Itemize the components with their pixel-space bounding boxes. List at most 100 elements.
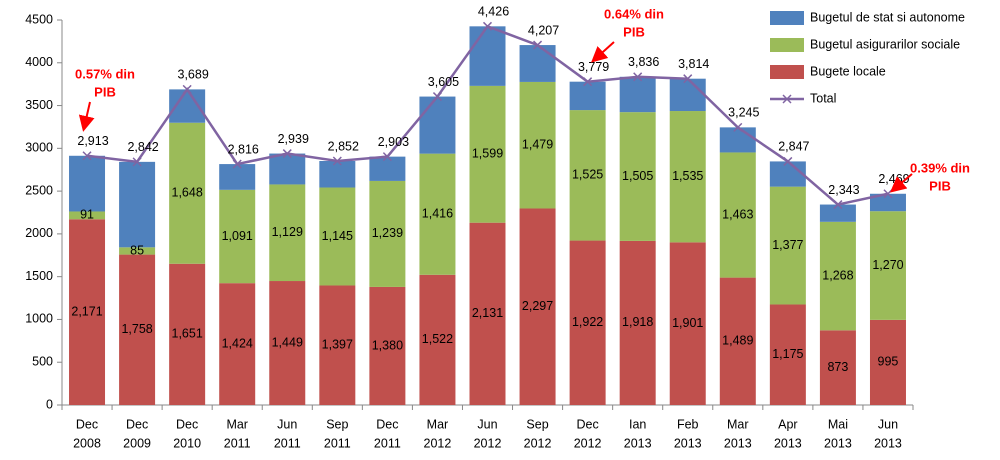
bar-segment <box>269 281 306 405</box>
bar-segment <box>169 263 206 405</box>
x-tick-label: Sep <box>526 417 548 431</box>
bar-segment <box>719 152 756 278</box>
line-marker <box>182 84 192 94</box>
data-label: 1,380 <box>372 338 403 352</box>
x-tick-label: Dec <box>176 417 198 431</box>
data-label: 873 <box>827 360 848 374</box>
bar-segment <box>369 180 406 287</box>
data-label: 2,297 <box>522 299 553 313</box>
data-label: 3,814 <box>678 57 709 71</box>
x-tick-label: Dec <box>577 417 599 431</box>
annotation: 0.39% din <box>910 160 970 175</box>
data-label: 1,449 <box>272 335 303 349</box>
data-label: 1,145 <box>322 229 353 243</box>
bar-segment <box>469 26 506 86</box>
x-tick-label: Mar <box>226 417 248 431</box>
data-label: 3,605 <box>428 75 459 89</box>
data-label: 2,903 <box>378 135 409 149</box>
annotation: PIB <box>929 178 951 193</box>
data-label: 4,426 <box>478 5 509 19</box>
data-label: 1,479 <box>522 138 553 152</box>
x-tick-label: Dec <box>126 417 148 431</box>
data-label: 1,522 <box>422 332 453 346</box>
data-label: 91 <box>80 208 94 222</box>
legend-label: Bugetul de stat si autonome <box>810 10 965 24</box>
y-tick-label: 500 <box>32 355 53 369</box>
bar-segment <box>569 240 606 405</box>
data-label: 1,901 <box>672 316 703 330</box>
x-tick-label: 2012 <box>424 436 452 450</box>
x-tick-label: Jun <box>878 417 898 431</box>
x-tick-label: 2012 <box>574 436 602 450</box>
bar-segment <box>819 221 856 331</box>
bar-segment <box>519 81 556 209</box>
bar-segment <box>119 254 156 405</box>
bar-segment <box>269 184 306 282</box>
marker-x <box>382 152 392 162</box>
data-label: 995 <box>878 355 899 369</box>
bar-segment <box>769 304 806 405</box>
line-marker <box>132 157 142 167</box>
legend-swatch <box>770 11 804 25</box>
y-tick-label: 3500 <box>25 98 53 112</box>
x-tick-label: 2013 <box>874 436 902 450</box>
line-marker <box>533 40 543 50</box>
data-label: 1,129 <box>272 225 303 239</box>
x-tick-label: Ian <box>629 417 646 431</box>
bar-segment <box>419 153 456 275</box>
line-marker <box>332 156 342 166</box>
bar-segment <box>369 286 406 405</box>
x-tick-label: Jun <box>477 417 497 431</box>
marker-x <box>282 149 292 159</box>
annotation: 0.64% din <box>604 6 664 21</box>
bar-segment <box>319 160 356 188</box>
x-tick-label: Dec <box>76 417 98 431</box>
bar-segment <box>869 211 906 320</box>
data-label: 2,343 <box>828 183 859 197</box>
x-tick-label: 2012 <box>474 436 502 450</box>
marker-x <box>82 151 92 161</box>
legend-swatch <box>770 38 804 52</box>
bar-segment <box>669 242 706 405</box>
data-label: 1,377 <box>772 238 803 252</box>
line-marker <box>733 122 743 132</box>
data-label: 1,505 <box>622 169 653 183</box>
legend-swatch <box>770 65 804 79</box>
annotation: PIB <box>623 24 645 39</box>
x-tick-label: 2011 <box>224 436 251 450</box>
data-label: 3,245 <box>728 106 759 120</box>
x-tick-label: 2008 <box>73 436 101 450</box>
bar-segment <box>769 186 806 305</box>
data-label: 85 <box>130 243 144 257</box>
y-tick-label: 1000 <box>25 312 53 326</box>
line-marker <box>783 156 793 166</box>
data-label: 1,918 <box>622 315 653 329</box>
bar-segment <box>419 274 456 405</box>
bar-segment <box>519 208 556 405</box>
bar-segment <box>869 193 906 212</box>
y-tick-label: 0 <box>46 397 53 411</box>
annotation-arrow <box>889 173 913 193</box>
annotation: PIB <box>94 84 116 99</box>
x-tick-label: Mar <box>727 417 749 431</box>
marker-x <box>683 74 693 84</box>
bar-segment <box>219 189 256 284</box>
bar-segment <box>419 96 456 154</box>
data-label: 1,424 <box>222 336 253 350</box>
line-marker <box>583 77 593 87</box>
line-marker <box>633 72 643 82</box>
data-label: 1,922 <box>572 315 603 329</box>
legend-label: Bugete locale <box>810 64 886 78</box>
bar-segment <box>69 211 106 220</box>
x-tick-label: 2013 <box>674 436 702 450</box>
data-label: 1,416 <box>422 207 453 221</box>
bar-segment <box>169 122 206 264</box>
bar-segment <box>319 285 356 405</box>
bar-segment <box>519 45 556 82</box>
bar-segment <box>269 153 306 185</box>
data-label: 4,207 <box>528 23 559 37</box>
x-tick-label: 2013 <box>774 436 802 450</box>
data-label: 2,939 <box>278 132 309 146</box>
bar-segment <box>719 127 756 153</box>
